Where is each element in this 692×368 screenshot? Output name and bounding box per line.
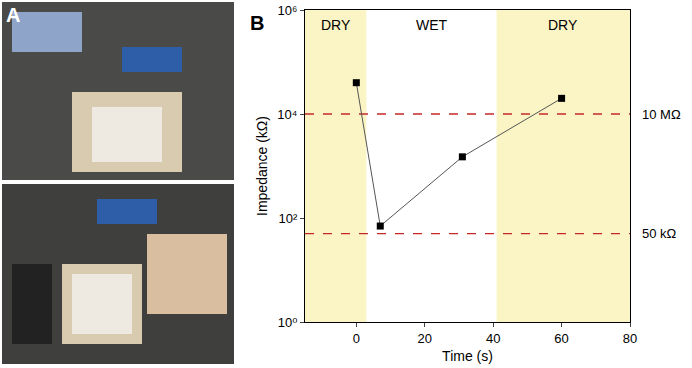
svg-text:60: 60 <box>554 331 568 346</box>
svg-text:DRY: DRY <box>321 17 351 33</box>
html-text:A: A <box>6 4 21 26</box>
svg-text:B: B <box>250 12 264 34</box>
svg-text:40: 40 <box>486 331 500 346</box>
svg-text:DRY: DRY <box>548 17 578 33</box>
svg-text:Impedance (kΩ): Impedance (kΩ) <box>254 116 270 216</box>
svg-text:50 kΩ: 50 kΩ <box>642 226 677 241</box>
svg-text:Time (s): Time (s) <box>442 348 493 364</box>
svg-text:10⁶: 10⁶ <box>278 3 298 18</box>
svg-text:10⁴: 10⁴ <box>277 107 297 122</box>
svg-text:WET: WET <box>416 17 448 33</box>
svg-text:0: 0 <box>353 331 360 346</box>
svg-text:10²: 10² <box>279 211 298 226</box>
svg-text:10 MΩ: 10 MΩ <box>642 107 681 122</box>
svg-text:10⁰: 10⁰ <box>278 315 298 330</box>
svg-text:80: 80 <box>623 331 637 346</box>
svg-text:20: 20 <box>418 331 432 346</box>
